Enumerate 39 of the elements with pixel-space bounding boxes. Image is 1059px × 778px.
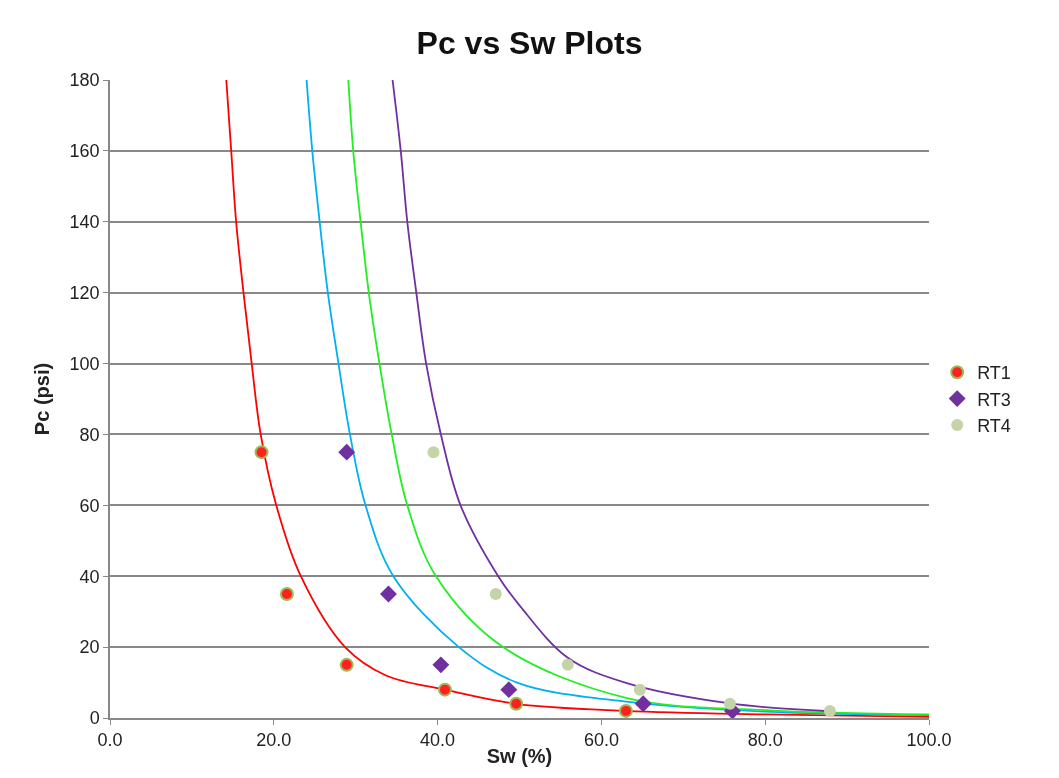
point xyxy=(634,695,652,713)
point xyxy=(338,443,356,461)
x-tick-label: 60.0 xyxy=(583,730,619,751)
point xyxy=(618,703,633,718)
y-tick-label: 100 xyxy=(69,353,100,374)
point xyxy=(437,682,452,697)
chart-title: Pc vs Sw Plots xyxy=(416,25,643,62)
legend-label: RT3 xyxy=(977,389,1011,410)
point xyxy=(633,683,646,696)
y-tick-label: 180 xyxy=(69,70,100,91)
y-tick-label: 20 xyxy=(79,637,100,658)
y-tick-label: 80 xyxy=(79,424,100,445)
point xyxy=(279,586,294,601)
x-tick-label: 20.0 xyxy=(256,730,292,751)
point xyxy=(723,697,736,710)
legend-label: RT1 xyxy=(977,363,1011,384)
x-tick-label: 100.0 xyxy=(906,730,952,751)
y-tick-label: 0 xyxy=(89,708,100,729)
point xyxy=(561,658,574,671)
point xyxy=(427,446,440,459)
y-tick-label: 120 xyxy=(69,282,100,303)
point xyxy=(500,681,518,699)
point xyxy=(509,696,524,711)
x-axis-title: Sw (%) xyxy=(486,745,553,768)
point xyxy=(254,445,269,460)
x-tick-label: 80.0 xyxy=(747,730,783,751)
x-tick-label: 40.0 xyxy=(420,730,456,751)
y-tick-label: 60 xyxy=(79,495,100,516)
point xyxy=(489,587,502,600)
point xyxy=(380,585,397,603)
y-axis-title: Pc (psi) xyxy=(30,362,53,436)
y-tick-label: 160 xyxy=(69,141,100,162)
legend-label: RT4 xyxy=(977,416,1011,437)
y-tick-label: 140 xyxy=(69,212,100,233)
y-tick-label: 40 xyxy=(79,566,100,587)
point xyxy=(432,656,450,674)
x-tick-label: 0.0 xyxy=(97,730,123,751)
point xyxy=(339,657,354,672)
point xyxy=(823,704,836,717)
